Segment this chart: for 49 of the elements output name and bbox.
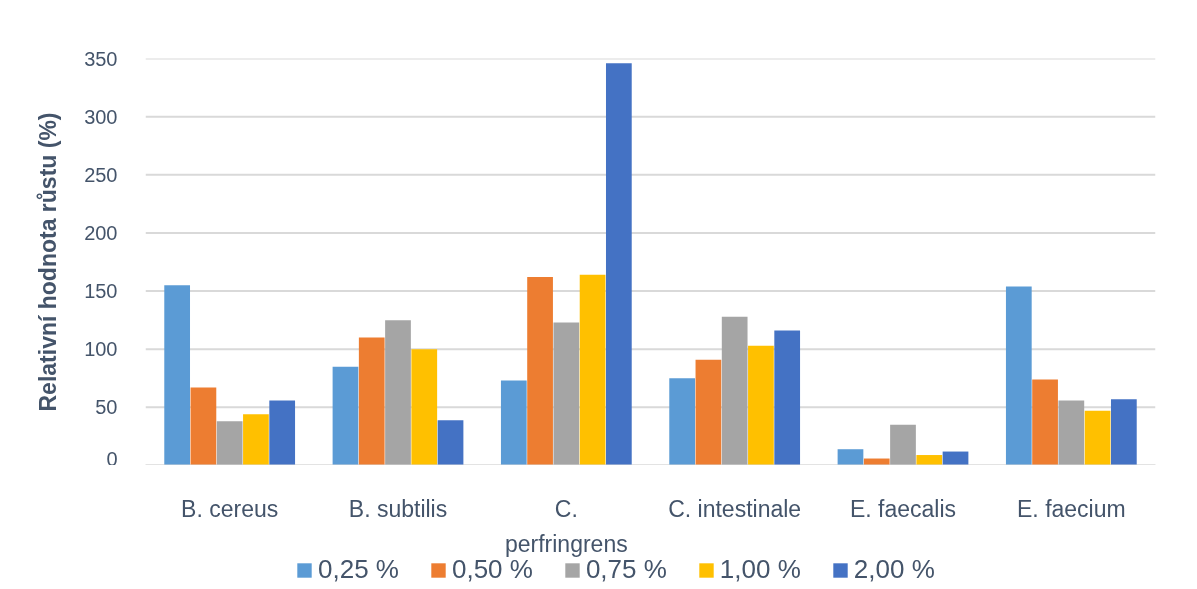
bar [385,320,411,465]
y-tick-label: 0 [106,447,118,470]
bar [1032,379,1058,465]
bar [605,63,632,465]
legend-label: 0,25 % [318,554,399,585]
x-tick-label: C. intestinale [668,495,802,522]
bar [863,458,890,465]
bar [216,421,243,465]
y-tick-label: 250 [84,163,118,186]
x-tick-label: C. perfringrens [504,495,628,557]
y-tick-label: 300 [84,105,118,128]
bar [527,277,553,465]
bar [1058,400,1085,465]
bar [774,330,801,465]
y-tick-label: 100 [84,338,118,361]
bar [1110,399,1137,465]
bar [669,378,696,465]
bar [1084,410,1111,465]
x-tick-label: E. faecium [1017,495,1126,522]
x-tick-label: E. faecalis [849,495,957,522]
bar [579,274,606,465]
bar [748,345,774,465]
x-tick-label: B. cereus [181,495,279,522]
legend-label: 0,75 % [585,554,667,585]
bar [358,337,385,465]
legend-label: 1,00 % [719,554,801,585]
y-tick-label: 50 [95,396,118,419]
y-tick-label: 350 [84,47,118,70]
bar [500,380,527,465]
bar [695,359,722,465]
bar [942,451,969,465]
bar [916,455,943,465]
legend-label: 2,00 % [853,554,935,585]
bar [437,420,464,465]
y-axis-title: Relativní hodnota růstu (%) [35,112,62,412]
bar [243,414,269,465]
bar [411,349,438,465]
bar [1005,286,1032,465]
bar [890,424,916,465]
bar [721,316,748,465]
x-tick-label: B. subtilis [348,495,448,522]
bar [837,449,864,465]
bar [332,366,359,465]
y-tick-label: 200 [84,221,118,244]
bar [269,400,296,465]
bar [190,387,217,465]
bar [553,322,580,465]
bar [164,285,191,465]
y-tick-label: 150 [84,280,118,303]
